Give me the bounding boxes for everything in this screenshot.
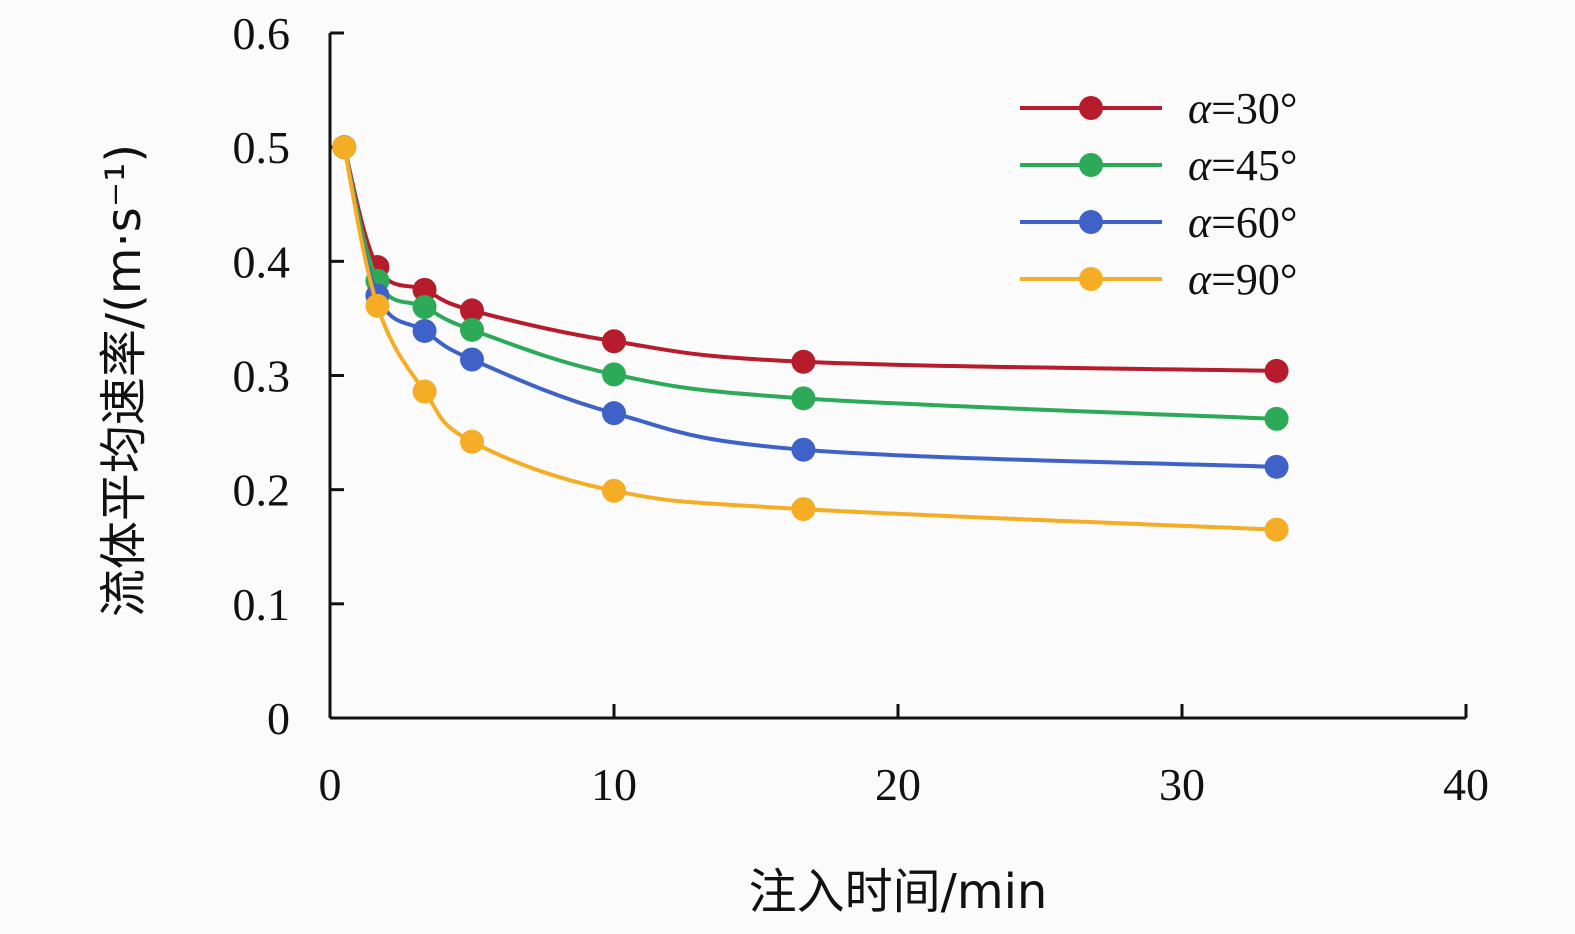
data-point — [412, 379, 437, 404]
data-point — [460, 298, 484, 323]
data-point — [365, 293, 390, 318]
data-point — [1264, 517, 1289, 542]
data-point — [602, 478, 626, 503]
legend-item: α=60° — [1020, 198, 1298, 247]
data-point — [602, 329, 626, 354]
y-tick-label: 0.4 — [233, 236, 291, 287]
data-point — [791, 497, 816, 522]
data-point — [1264, 454, 1289, 479]
y-tick-label: 0.6 — [233, 8, 291, 59]
legend-label: α=90° — [1188, 255, 1298, 304]
data-point — [791, 386, 816, 411]
data-point — [602, 362, 626, 387]
legend-marker — [1079, 153, 1103, 177]
y-tick-label: 0.5 — [233, 122, 291, 173]
data-point — [460, 317, 484, 342]
data-point — [460, 429, 484, 454]
x-tick-label: 30 — [1159, 759, 1205, 810]
legend-label: α=30° — [1188, 84, 1298, 133]
series-0 — [332, 135, 1289, 383]
data-point — [1264, 406, 1289, 431]
x-tick-label: 0 — [319, 759, 342, 810]
data-point — [412, 318, 437, 343]
data-point — [791, 349, 816, 374]
legend-item: α=30° — [1020, 84, 1298, 133]
data-point — [602, 401, 626, 426]
axes: 0 0.1 0.2 0.3 0.4 0.5 0.6 0 10 20 30 40 — [233, 8, 1490, 810]
y-ticks: 0 0.1 0.2 0.3 0.4 0.5 0.6 — [233, 8, 344, 744]
legend-marker — [1079, 210, 1103, 234]
y-tick-label: 0.2 — [233, 465, 291, 516]
legend-label: α=45° — [1188, 141, 1298, 190]
series-line — [342, 146, 1277, 532]
x-tick-label: 40 — [1443, 759, 1489, 810]
series-line — [342, 146, 1277, 469]
x-tick-label: 10 — [591, 759, 637, 810]
series-line — [342, 146, 1277, 373]
legend-item: α=45° — [1020, 141, 1298, 190]
data-point — [791, 437, 816, 462]
x-tick-label: 20 — [875, 759, 921, 810]
data-point — [412, 295, 437, 319]
legend-marker — [1079, 267, 1103, 291]
y-tick-label: 0.1 — [233, 579, 291, 630]
data-point — [1264, 358, 1289, 383]
series-line — [342, 146, 1277, 421]
legend-item: α=90° — [1020, 255, 1298, 304]
legend-marker — [1079, 96, 1103, 120]
legend: α=30° α=45° α=60° α=90° — [1020, 84, 1298, 304]
series-1 — [332, 135, 1289, 431]
x-axis-title: 注入时间/min — [749, 864, 1048, 920]
x-ticks: 0 10 20 30 40 — [319, 704, 1489, 810]
legend-label: α=60° — [1188, 198, 1298, 247]
series-group — [332, 135, 1289, 542]
y-tick-label: 0 — [267, 693, 290, 744]
data-point — [332, 135, 357, 160]
data-point — [412, 277, 437, 302]
y-tick-label: 0.3 — [233, 351, 291, 402]
data-point — [460, 347, 484, 372]
series-3 — [332, 135, 1289, 542]
y-axis-title: 流体平均速率/(m·s⁻¹) — [96, 144, 152, 617]
